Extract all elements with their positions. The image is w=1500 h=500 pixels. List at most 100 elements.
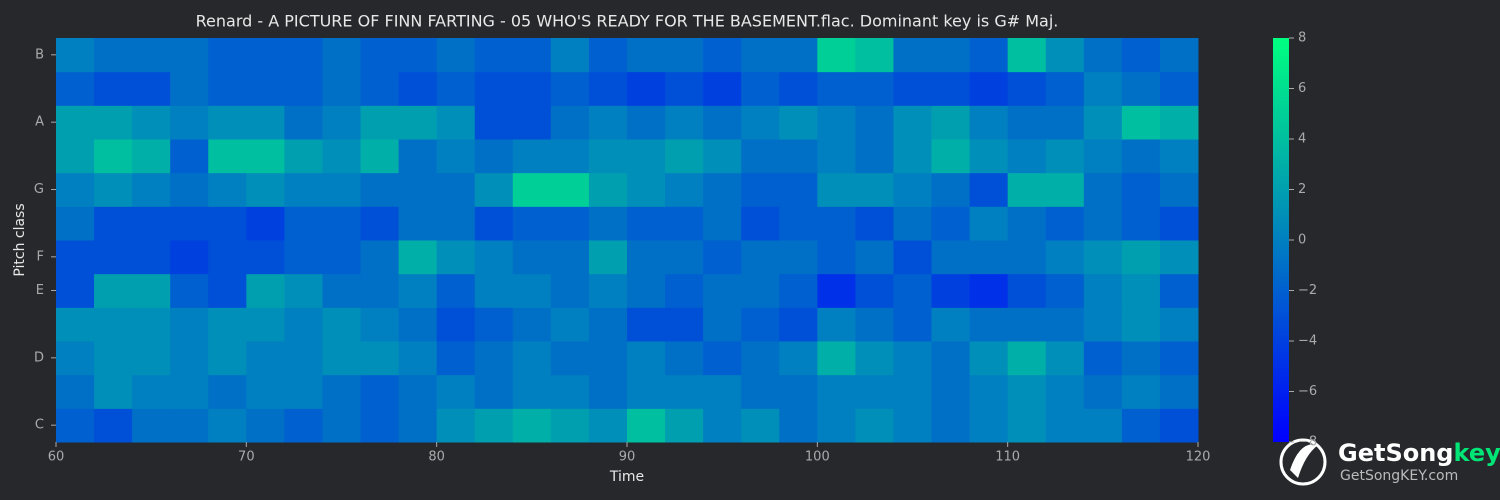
cell — [703, 172, 742, 207]
cell — [588, 408, 628, 443]
cell — [588, 38, 628, 73]
cell — [284, 240, 323, 275]
cell — [56, 408, 95, 443]
cell — [893, 71, 933, 106]
cell — [56, 206, 95, 241]
cell — [322, 374, 362, 409]
cell — [893, 341, 933, 376]
cell — [665, 71, 704, 106]
cell — [931, 139, 971, 174]
cell — [474, 408, 514, 443]
cell — [550, 240, 590, 275]
cell — [132, 71, 171, 106]
x-tick-label: 90 — [619, 450, 636, 465]
cell — [246, 408, 285, 443]
x-tick-label: 80 — [428, 450, 445, 465]
cell — [94, 273, 133, 308]
colorbar-tick-label: 6 — [1298, 81, 1306, 96]
cell — [588, 240, 628, 275]
colorbar-tick-label: 0 — [1298, 233, 1306, 248]
cell — [56, 105, 95, 140]
cell — [398, 341, 438, 376]
cell — [170, 105, 209, 140]
cell — [1007, 105, 1047, 140]
cell — [398, 206, 438, 241]
cell — [779, 374, 818, 409]
cell — [931, 206, 971, 241]
cell — [132, 374, 171, 409]
cell — [208, 408, 247, 443]
cell — [1045, 172, 1085, 207]
cell — [1007, 139, 1047, 174]
brand: GetSongkey — [1338, 439, 1500, 467]
cell — [1007, 38, 1047, 73]
cell — [360, 240, 400, 275]
cell — [322, 139, 362, 174]
cell — [665, 38, 704, 73]
cell — [132, 38, 171, 73]
cell — [284, 71, 323, 106]
cell — [1121, 307, 1161, 342]
cell — [893, 38, 933, 73]
cell — [588, 341, 628, 376]
cell — [893, 307, 933, 342]
cell — [855, 307, 894, 342]
cell — [627, 172, 666, 207]
cell — [94, 374, 133, 409]
cell — [893, 273, 933, 308]
cell — [1121, 341, 1161, 376]
cell — [817, 273, 856, 308]
cell — [436, 38, 476, 73]
cell — [855, 374, 894, 409]
cell — [893, 172, 933, 207]
colorbar-tick-label: −6 — [1298, 384, 1317, 399]
cell — [246, 172, 285, 207]
cell — [931, 71, 971, 106]
cell — [1045, 105, 1085, 140]
cell — [627, 273, 666, 308]
cell — [627, 307, 666, 342]
cell — [56, 240, 95, 275]
cell — [132, 139, 171, 174]
cell — [741, 172, 780, 207]
cell — [1045, 206, 1085, 241]
cell — [1083, 307, 1123, 342]
cell — [322, 206, 362, 241]
cell — [893, 139, 933, 174]
cell — [208, 139, 247, 174]
cell — [398, 374, 438, 409]
cell — [817, 374, 856, 409]
cell — [170, 307, 209, 342]
cell — [550, 105, 590, 140]
cell — [931, 273, 971, 308]
cell — [1121, 71, 1161, 106]
cell — [779, 172, 818, 207]
logo-icon — [1279, 438, 1327, 486]
cell — [817, 71, 856, 106]
cell — [94, 408, 133, 443]
cell — [703, 139, 742, 174]
x-tick-label: 100 — [805, 450, 830, 465]
cell — [550, 71, 590, 106]
cell — [855, 71, 894, 106]
cell — [208, 206, 247, 241]
cell — [1045, 38, 1085, 73]
cell — [132, 307, 171, 342]
cell — [779, 38, 818, 73]
cell — [969, 139, 1009, 174]
cell — [1083, 71, 1123, 106]
brand-accent: key — [1454, 439, 1500, 467]
cell — [56, 374, 95, 409]
cell — [436, 408, 476, 443]
cell — [969, 105, 1009, 140]
cell — [741, 139, 780, 174]
cell — [1121, 172, 1161, 207]
cell — [1007, 307, 1047, 342]
cell — [893, 374, 933, 409]
cell — [1159, 341, 1199, 376]
cell — [512, 206, 552, 241]
cell — [588, 172, 628, 207]
cell — [627, 71, 666, 106]
cell — [398, 307, 438, 342]
cell — [931, 374, 971, 409]
